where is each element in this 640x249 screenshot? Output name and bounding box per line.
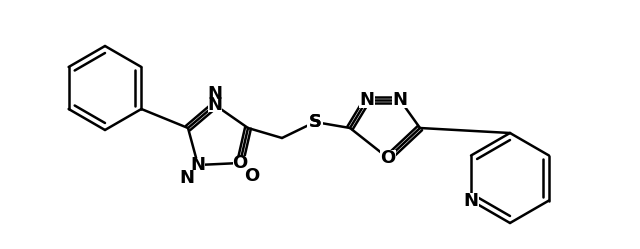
Text: N: N [207,85,223,103]
FancyBboxPatch shape [208,98,222,112]
Text: S: S [308,113,321,131]
Text: N: N [179,169,194,187]
Text: N: N [392,91,408,109]
Text: N: N [360,91,374,109]
Text: O: O [232,154,248,172]
Text: N: N [191,156,205,174]
FancyBboxPatch shape [392,92,408,108]
Text: N: N [207,96,223,114]
FancyBboxPatch shape [191,158,205,172]
FancyBboxPatch shape [463,192,479,208]
FancyBboxPatch shape [359,92,375,108]
Text: S: S [308,113,321,131]
Text: O: O [380,149,396,167]
Text: N: N [463,191,479,209]
Text: O: O [244,167,259,185]
FancyBboxPatch shape [307,114,323,130]
FancyBboxPatch shape [380,150,396,166]
FancyBboxPatch shape [233,156,247,170]
